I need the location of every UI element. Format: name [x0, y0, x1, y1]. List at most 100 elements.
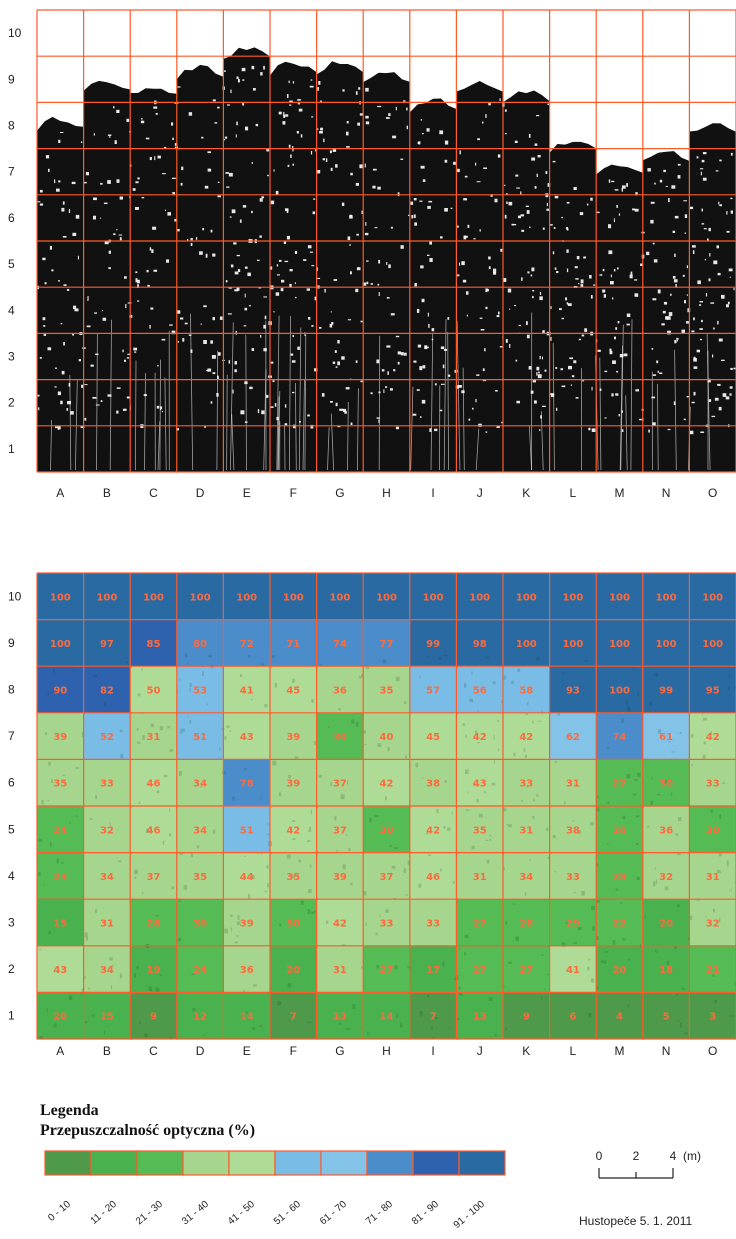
heatmap-value: 33 [380, 919, 394, 930]
heatmap-value: 100 [562, 639, 583, 650]
heatmap-cell [642, 806, 690, 853]
heatmap-value: 82 [100, 686, 114, 697]
heatmap-cell [363, 759, 410, 806]
heatmap-cell [549, 852, 597, 900]
heatmap-value: 3 [709, 1012, 716, 1023]
heatmap-cell [549, 712, 597, 760]
heatmap-cell [363, 666, 410, 713]
heatmap-cell [596, 666, 643, 713]
heatmap-cell [130, 945, 177, 993]
heatmap-value: 74 [613, 732, 627, 743]
scale-tick-0: 0 [596, 1149, 603, 1163]
heatmap-value: 52 [100, 732, 114, 743]
heatmap-cell [37, 852, 84, 900]
heatmap-cell [642, 666, 690, 713]
legend-swatch [412, 1150, 460, 1176]
heatmap-value: 14 [380, 1012, 394, 1023]
heatmap-value: 46 [147, 779, 161, 790]
heatmap-value: 13 [473, 1012, 487, 1023]
legend-title: Legenda [40, 1102, 99, 1119]
heatmap-value: 100 [656, 639, 677, 650]
heatmap-cell [689, 992, 736, 1039]
heatmap-cell [223, 852, 270, 900]
heatmap-cell [363, 945, 410, 993]
heatmap-value: 14 [240, 1012, 254, 1023]
heatmap-value: 36 [333, 686, 347, 697]
heatmap-value: 19 [147, 965, 161, 976]
heatmap-value: 100 [283, 592, 304, 603]
top-col-label: L [570, 486, 577, 500]
legend-swatch [90, 1150, 138, 1176]
heatmap-cell [596, 945, 643, 993]
heatmap-value: 93 [566, 686, 580, 697]
heatmap-value: 6 [569, 1012, 576, 1023]
bottom-col-label: O [708, 1044, 717, 1058]
heatmap-value: 31 [333, 965, 347, 976]
bottom-row-label: 2 [8, 962, 15, 976]
heatmap-value: 43 [240, 732, 254, 743]
heatmap-cell [596, 992, 643, 1039]
heatmap-value: 15 [100, 1012, 114, 1023]
place-date: Hustopeče 5. 1. 2011 [579, 1214, 693, 1228]
heatmap-value: 62 [566, 732, 580, 743]
heatmap-cell [130, 806, 177, 853]
bottom-row-label: 7 [8, 729, 15, 743]
legend-label: 51 - 60 [272, 1199, 303, 1228]
legend-label: 11 - 20 [89, 1199, 120, 1227]
heatmap-cell [270, 899, 317, 946]
heatmap-cell [689, 712, 736, 760]
heatmap-value: 71 [286, 639, 300, 650]
heatmap-cell [223, 945, 270, 993]
heatmap-cell [316, 619, 364, 667]
heatmap-value: 28 [519, 919, 533, 930]
heatmap-cell [270, 573, 317, 620]
heatmap-cell [83, 806, 131, 853]
heatmap-value: 39 [286, 779, 300, 790]
heatmap-cell [223, 619, 270, 667]
heatmap-value: 22 [613, 919, 627, 930]
top-row-label: 3 [8, 350, 15, 364]
heatmap-value: 27 [380, 965, 394, 976]
legend-label: 71 - 80 [364, 1199, 395, 1228]
heatmap-value: 77 [380, 639, 394, 650]
bottom-row-label: 1 [8, 1009, 15, 1023]
heatmap-cell [130, 759, 177, 806]
heatmap-cell [689, 852, 736, 900]
heatmap-value: 35 [193, 872, 207, 883]
heatmap-value: 43 [53, 965, 67, 976]
heatmap-cell [596, 806, 643, 853]
legend-swatch [228, 1150, 276, 1176]
top-col-label: N [662, 486, 671, 500]
heatmap-value: 51 [193, 732, 207, 743]
heatmap-value: 41 [566, 965, 580, 976]
top-row-label: 7 [8, 165, 15, 179]
heatmap-cell [270, 852, 317, 900]
heatmap-value: 12 [193, 1012, 207, 1023]
heatmap-cell [596, 712, 643, 760]
heatmap-value: 36 [240, 965, 254, 976]
heatmap-value: 29 [566, 919, 580, 930]
heatmap-value: 98 [473, 639, 487, 650]
heatmap-value: 100 [609, 686, 630, 697]
heatmap-value: 58 [519, 686, 533, 697]
scale-unit: (m) [683, 1149, 701, 1163]
legend-label: 31 - 40 [180, 1199, 211, 1228]
top-col-label: B [103, 486, 111, 500]
bottom-row-label: 9 [8, 636, 15, 650]
heatmap-value: 100 [236, 592, 257, 603]
heatmap-cell [456, 992, 503, 1039]
bottom-row-label: 4 [8, 869, 15, 883]
bottom-col-label: M [615, 1044, 625, 1058]
heatmap-cell [549, 806, 597, 853]
heatmap-value: 80 [193, 639, 207, 650]
legend-label: 41 - 50 [226, 1199, 257, 1228]
heatmap-cell [503, 619, 550, 667]
heatmap-value: 100 [376, 592, 397, 603]
heatmap-cell [456, 852, 503, 900]
heatmap-cell [37, 945, 84, 993]
heatmap-value: 33 [566, 872, 580, 883]
heatmap-value: 51 [240, 825, 254, 836]
heatmap-value: 33 [100, 779, 114, 790]
heatmap-cell [642, 945, 690, 993]
